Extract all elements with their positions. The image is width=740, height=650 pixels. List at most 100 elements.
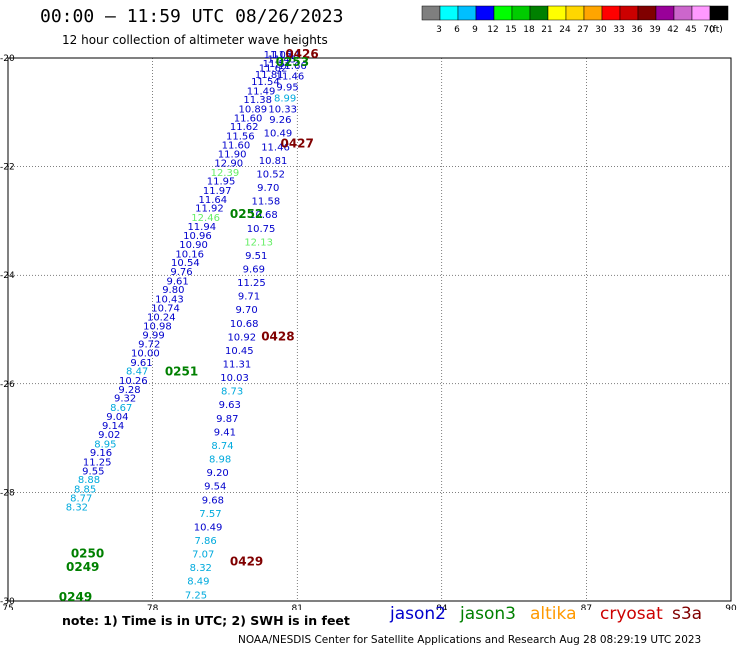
data-point-label: 10.45 — [225, 346, 254, 357]
data-point-label: 10.96 — [183, 231, 212, 242]
data-point-label: 9.68 — [202, 495, 224, 506]
legend-tick-label: 15 — [505, 25, 516, 35]
wave-height-plot: 75 78 81 84 87 90 -20 -22 -24 -26 -28 -30 11.4111.43… — [0, 47, 737, 610]
data-point-label: 9.41 — [214, 427, 236, 438]
data-point-label: 11.54 — [251, 77, 280, 88]
data-point-label: 9.63 — [219, 400, 241, 411]
time-label: 0250 — [71, 547, 104, 561]
data-point-label: 10.89 — [239, 104, 268, 115]
data-point-label: 9.70 — [235, 305, 257, 316]
data-point-label: 11.64 — [199, 195, 228, 206]
data-point-label: 10.75 — [247, 224, 276, 235]
footer-note: note: 1) Time is in UTC; 2) SWH is in fe… — [62, 613, 350, 628]
data-point-label: 11.97 — [203, 186, 232, 197]
data-point-label: 9.16 — [90, 448, 112, 459]
data-point-label: 11.56 — [226, 131, 255, 142]
data-point-label: 9.69 — [243, 264, 265, 275]
x-tick-label: 87 — [581, 604, 592, 610]
data-point-label: 11.66 — [278, 61, 307, 72]
legend-tick-label: 24 — [559, 25, 571, 35]
data-point-label: 9.02 — [98, 430, 120, 441]
data-point-label: 10.24 — [147, 312, 176, 323]
legend-tick-label: 42 — [667, 25, 678, 35]
data-point-label: 11.94 — [187, 222, 216, 233]
time-label: 0427 — [280, 137, 313, 151]
data-point-label: 12.90 — [214, 159, 243, 170]
data-point-label: 8.47 — [126, 367, 148, 378]
y-tick-label: -28 — [0, 488, 15, 498]
data-point-label: 11.25 — [237, 278, 266, 289]
data-point-label: 8.95 — [94, 439, 116, 450]
time-label: 0251 — [165, 365, 198, 379]
legend-tick-label: 21 — [541, 25, 552, 35]
data-point-label: 9.04 — [106, 412, 128, 423]
data-point-label: 12.13 — [244, 237, 273, 248]
data-point-label: 9.70 — [257, 183, 279, 194]
data-point-label: 7.07 — [192, 550, 214, 561]
page-title: 00:00 – 11:59 UTC 08/26/2023 — [40, 6, 344, 27]
data-point-label: 9.32 — [114, 394, 136, 405]
data-point-label: 9.55 — [82, 466, 104, 477]
data-point-label: 11.49 — [247, 86, 276, 97]
data-point-label: 11.92 — [195, 204, 224, 215]
data-point-label: 8.88 — [78, 475, 100, 486]
data-point-label: 11.81 — [255, 70, 284, 81]
data-point-label: 7.86 — [194, 536, 216, 547]
data-point-label: 11.38 — [243, 95, 272, 106]
data-point-label: 10.54 — [171, 258, 200, 269]
data-point-label: 11.62 — [230, 122, 259, 133]
data-point-label: 9.99 — [142, 331, 164, 342]
data-point-label: 11.46 — [276, 72, 305, 83]
legend-tick-label: 39 — [649, 25, 661, 35]
data-point-label: 9.61 — [167, 276, 189, 287]
y-tick-label: -20 — [0, 54, 15, 64]
data-point-label: 10.52 — [256, 169, 285, 180]
x-tick-label: 90 — [725, 604, 737, 610]
data-point-label: 10.43 — [155, 294, 184, 305]
data-point-label: 9.14 — [102, 421, 124, 432]
data-point-label: 10.74 — [151, 304, 180, 315]
plot-frame — [7, 57, 732, 602]
data-point-label: 11.57 — [263, 59, 292, 70]
satellite-label: cryosat — [600, 604, 663, 624]
x-tick-label: 81 — [291, 604, 302, 610]
data-point-label: 8.74 — [211, 441, 233, 452]
data-point-label: 10.03 — [220, 373, 249, 384]
data-point-label: 9.28 — [118, 385, 140, 396]
data-point-label: 10.68 — [249, 210, 278, 221]
footer-credit: NOAA/NESDIS Center for Satellite Applica… — [238, 634, 702, 646]
legend-tick-label: 33 — [613, 25, 624, 35]
data-point-label: 9.51 — [245, 251, 267, 262]
data-point-label: 8.49 — [187, 577, 209, 588]
data-point-label: 10.49 — [264, 129, 293, 140]
legend-tick-label: 6 — [454, 25, 460, 35]
satellite-label: jason3 — [460, 604, 516, 624]
data-point-label: 12.39 — [211, 168, 240, 179]
time-label: 0249 — [66, 560, 99, 574]
data-point-label: 8.98 — [209, 455, 231, 466]
data-point-label: 11.05 — [264, 50, 293, 61]
data-point-label: 9.76 — [170, 267, 192, 278]
data-point-label: 11.90 — [218, 149, 247, 160]
data-point-label: 9.26 — [269, 115, 291, 126]
satellite-label: s3a — [672, 604, 703, 624]
y-tick-label: -24 — [0, 271, 15, 281]
legend-tick-label: 36 — [631, 25, 643, 35]
data-point-label: 7.57 — [199, 509, 221, 520]
time-label: 0426 — [285, 47, 318, 61]
data-point-label: 11.25 — [83, 457, 112, 468]
page-subtitle: 12 hour collection of altimeter wave hei… — [62, 33, 328, 47]
data-point-label: 8.67 — [110, 403, 132, 414]
data-point-label: 10.81 — [259, 156, 288, 167]
legend-unit-label: (ft) — [709, 25, 723, 35]
data-point-label: 11.41 — [272, 50, 301, 61]
data-point-label: 10.90 — [179, 240, 208, 251]
legend-swatch — [709, 5, 729, 21]
x-tick-label: 78 — [147, 604, 159, 610]
time-label: 0253 — [276, 55, 309, 69]
data-point-label: 11.60 — [234, 114, 263, 125]
legend-tick-label: 27 — [577, 25, 588, 35]
data-point-label: 10.26 — [119, 376, 148, 387]
data-point-label: 9.61 — [130, 358, 152, 369]
